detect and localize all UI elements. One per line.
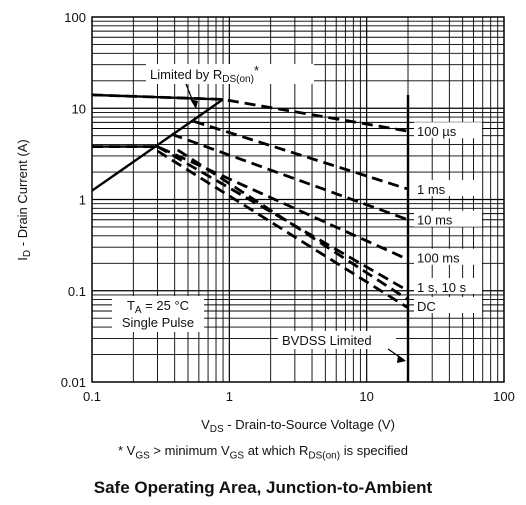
bvdss-pointer-arrow: [397, 355, 407, 363]
series-group: [92, 93, 410, 382]
y-tick-label: 0.1: [68, 284, 86, 299]
current-limit-line: [92, 93, 224, 101]
footnote-part: at which R: [244, 443, 309, 458]
bvdss-limit-label: BVDSS Limited: [282, 333, 372, 348]
rdson-pointer-arrow: [190, 99, 198, 109]
x-axis-title: VDS - Drain-to-Source Voltage (V): [201, 417, 395, 435]
y-tick-label: 100: [64, 10, 86, 25]
footnote-sub: DS(on): [308, 450, 341, 462]
footnote: * VGS > minimum VGS at which RDS(on) is …: [0, 443, 526, 462]
chart-title: Safe Operating Area, Junction-to-Ambient: [93, 478, 433, 497]
y-axis-title: ID - Drain Current (A): [15, 139, 33, 260]
series-line: [171, 132, 409, 222]
plot-frame: [91, 16, 505, 383]
footnote-sub: GS: [229, 450, 245, 462]
series-line: [193, 119, 409, 191]
rdson-label-bg: [146, 64, 314, 84]
series-label: 100 ms: [417, 251, 460, 266]
ambient-note-line2: Single Pulse: [122, 315, 194, 330]
footnote-part: > minimum V: [149, 443, 230, 458]
series-label: 1 s, 10 s: [417, 280, 467, 295]
series-label: DC: [417, 299, 436, 314]
ambient-note-line1: TA = 25 °C: [127, 298, 189, 316]
x-tick-label: 10: [359, 389, 373, 404]
series-line: [156, 149, 409, 309]
series-label: 100 µs: [417, 124, 457, 139]
series-label-bg: [414, 277, 483, 294]
rdson-limit-line: [92, 98, 224, 192]
soa-chart: 100 µs 1 ms 10 ms 100 ms 1 s, 10 s DC Limited …: [15, 10, 515, 435]
x-tick-label: 0.1: [83, 389, 101, 404]
footnote-part: is specified: [340, 443, 408, 458]
series-label-bg: [414, 248, 483, 265]
series-label-bg: [414, 122, 483, 139]
y-tick-label: 0.01: [61, 375, 86, 390]
x-tick-label: 100: [493, 389, 515, 404]
series-label: 1 ms: [417, 182, 446, 197]
x-tick-label: 1: [226, 389, 233, 404]
y-tick-label: 10: [72, 101, 86, 116]
y-tick-label: 1: [79, 193, 86, 208]
ambient-note-bg: [112, 296, 204, 332]
footnote-part: * V: [118, 443, 136, 458]
series-label-bg: [414, 297, 483, 314]
series-label-bg: [414, 210, 483, 227]
bvdss-label-bg: [278, 331, 396, 349]
annotations-group: 100 µs 1 ms 10 ms 100 ms 1 s, 10 s DC Limited …: [112, 63, 483, 363]
series-label-bg: [414, 180, 483, 197]
rdson-limit-label: Limited by RDS(on)*: [150, 63, 259, 85]
footnote-sub: GS: [135, 450, 150, 462]
series-line-extra: [176, 148, 409, 301]
series-label: 10 ms: [417, 213, 453, 228]
